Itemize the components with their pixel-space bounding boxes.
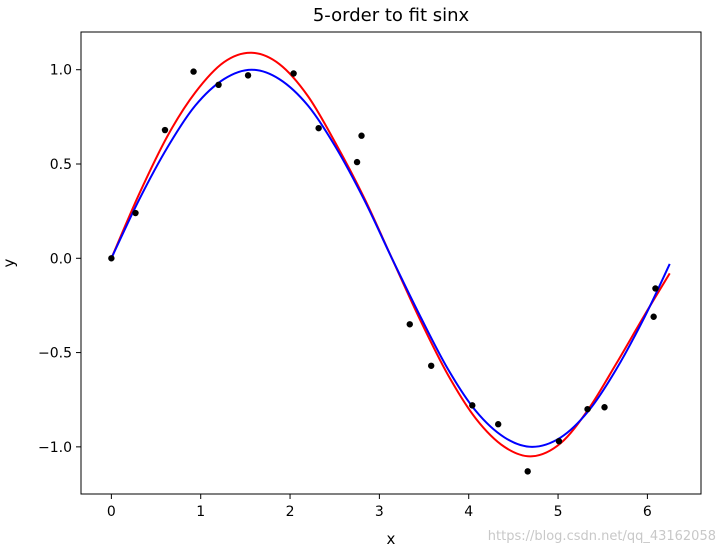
x-tick-label: 6 xyxy=(643,504,652,520)
y-axis-label: y xyxy=(0,258,18,267)
data-point xyxy=(353,158,361,166)
x-tick-label: 1 xyxy=(196,504,205,520)
points-layer xyxy=(108,68,659,475)
data-point xyxy=(290,70,297,77)
data-point xyxy=(495,421,502,428)
data-point xyxy=(315,124,322,132)
chart-title: 5-order to fit sinx xyxy=(313,5,470,26)
y-tick-label: −0.5 xyxy=(38,346,72,362)
data-point xyxy=(469,402,476,409)
data-point xyxy=(555,438,563,445)
data-point xyxy=(108,255,115,262)
data-point xyxy=(428,362,435,369)
y-tick-label: −1.0 xyxy=(38,440,72,456)
watermark-text: https://blog.csdn.net/qq_43162058 xyxy=(488,529,716,544)
data-point xyxy=(358,132,365,139)
x-axis-label: x xyxy=(387,530,396,548)
x-tick-label: 0 xyxy=(107,504,116,520)
data-point xyxy=(584,405,591,413)
data-point xyxy=(161,126,169,134)
y-tick-label: 1.0 xyxy=(50,63,72,79)
data-point xyxy=(132,209,139,217)
plot-area xyxy=(80,31,702,495)
data-point xyxy=(524,468,531,475)
y-tick-label: 0.5 xyxy=(50,157,72,173)
data-point xyxy=(650,313,657,320)
y-axis-ticks: −1.0 −0.5 0.0 0.5 1.0 xyxy=(38,63,81,456)
data-point xyxy=(652,285,659,292)
lines-layer xyxy=(110,51,671,458)
y-tick-label: 0.0 xyxy=(50,251,72,267)
data-point xyxy=(601,404,608,411)
data-point xyxy=(406,321,413,328)
fit-curve-2 xyxy=(110,68,671,448)
data-point xyxy=(190,68,197,75)
data-point xyxy=(244,72,252,79)
x-tick-label: 4 xyxy=(464,504,473,520)
x-tick-label: 3 xyxy=(375,504,384,520)
x-axis-ticks: 0 1 2 3 4 5 6 xyxy=(107,494,652,520)
data-point xyxy=(215,81,222,89)
x-tick-label: 5 xyxy=(554,504,563,520)
x-tick-label: 2 xyxy=(286,504,295,520)
